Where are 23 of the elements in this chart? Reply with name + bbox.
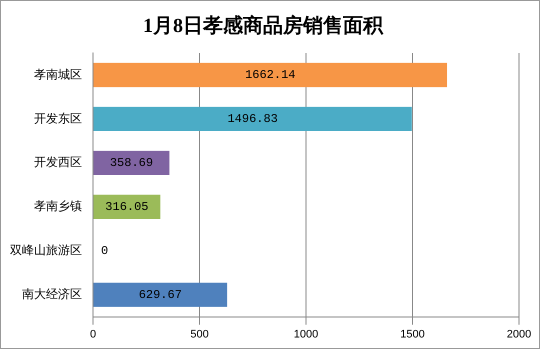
x-tick-label: 1000: [294, 328, 318, 340]
y-tick-label: 开发西区: [34, 155, 82, 170]
y-tick-label: 南大经济区: [22, 287, 82, 302]
x-tick-label: 0: [90, 328, 96, 340]
data-label: 629.67: [138, 288, 182, 302]
y-tick-label: 孝南城区: [34, 67, 82, 82]
bar: [94, 62, 448, 88]
x-tick-label: 2000: [506, 328, 532, 340]
data-label: 1662.14: [245, 68, 296, 82]
data-label: 1496.83: [227, 112, 278, 126]
y-tick-label: 孝南乡镇: [34, 199, 82, 214]
bar: [94, 194, 160, 219]
bar: [94, 282, 228, 307]
y-tick-label: 双峰山旅游区: [10, 243, 82, 258]
chart-title: 1月8日孝感商品房销售面积: [143, 14, 384, 38]
data-label: 358.69: [110, 156, 154, 170]
x-tick-label: 1500: [400, 328, 425, 340]
y-tick-label: 开发东区: [34, 111, 82, 126]
data-label: 316.05: [105, 200, 149, 214]
x-tick-label: 500: [190, 328, 209, 340]
bar: [94, 106, 412, 132]
bar: [94, 150, 170, 176]
data-label: 0: [101, 244, 108, 258]
